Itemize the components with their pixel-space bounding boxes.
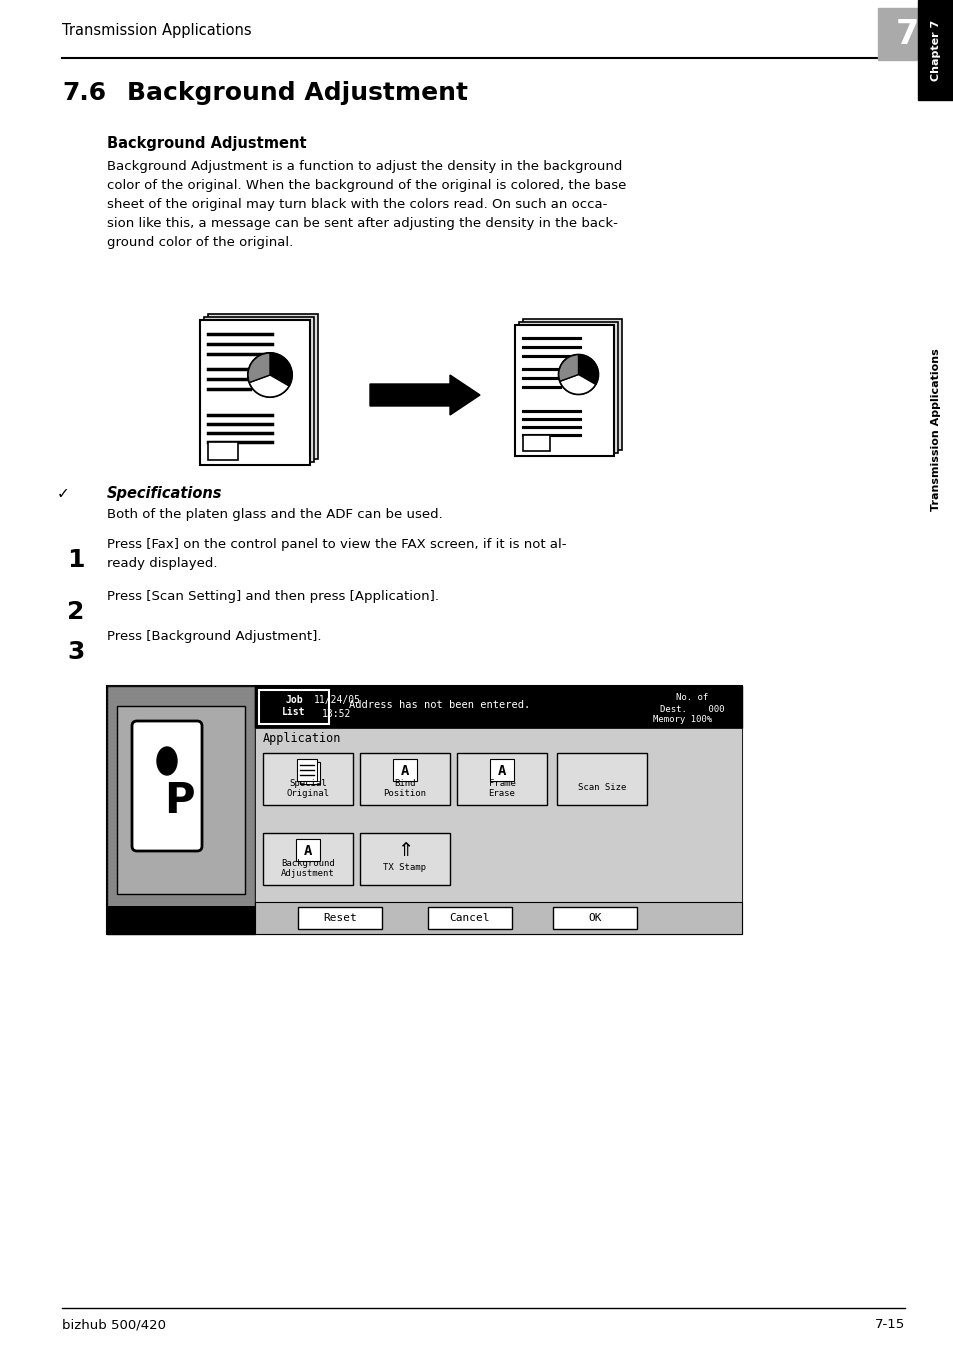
Text: ground color of the original.: ground color of the original. [107, 237, 293, 249]
Bar [490, 758, 514, 781]
Text: color of the original. When the background of the original is colored, the base: color of the original. When the backgrou… [107, 178, 626, 192]
Text: 1: 1 [67, 548, 85, 572]
Text: 3: 3 [67, 639, 84, 664]
Bar [263, 753, 353, 804]
Text: A: A [497, 764, 506, 777]
Text: Address has not been entered.: Address has not been entered. [349, 700, 530, 710]
Text: Background Adjustment is a function to adjust the density in the background: Background Adjustment is a function to a… [107, 160, 621, 173]
Wedge shape [249, 375, 289, 397]
Bar [208, 314, 317, 458]
Wedge shape [558, 354, 578, 381]
Text: ready displayed.: ready displayed. [107, 557, 217, 571]
Bar [254, 902, 741, 934]
Bar [553, 907, 637, 929]
Bar [393, 758, 416, 781]
Text: List: List [282, 707, 305, 717]
Bar [299, 763, 319, 784]
Bar [107, 906, 254, 934]
Text: ✓: ✓ [57, 485, 70, 502]
FancyBboxPatch shape [132, 721, 202, 850]
Text: A: A [400, 764, 409, 777]
Bar [254, 727, 741, 934]
Text: sheet of the original may turn black with the colors read. On such an occa-: sheet of the original may turn black wit… [107, 197, 607, 211]
Bar [456, 753, 546, 804]
Ellipse shape [157, 748, 177, 775]
Bar [523, 319, 622, 449]
Text: Position: Position [383, 790, 426, 799]
Text: Job: Job [285, 695, 302, 704]
Bar [557, 753, 646, 804]
Text: 11/24/05: 11/24/05 [314, 695, 360, 704]
Text: Scan Size: Scan Size [578, 783, 625, 791]
Circle shape [248, 353, 292, 397]
Text: OK: OK [588, 913, 601, 923]
Text: Erase: Erase [488, 790, 515, 799]
Bar [258, 690, 329, 725]
Text: A: A [303, 844, 312, 859]
Text: Bind: Bind [394, 779, 416, 787]
Circle shape [558, 354, 598, 395]
Text: 2: 2 [67, 600, 84, 625]
Bar [107, 685, 254, 934]
Text: TX Stamp: TX Stamp [383, 863, 426, 872]
Bar [107, 685, 741, 934]
Text: Chapter 7: Chapter 7 [930, 19, 940, 81]
Text: 7: 7 [895, 18, 918, 50]
Text: Special: Special [289, 779, 327, 787]
Text: Background: Background [281, 859, 335, 868]
Bar [117, 706, 245, 894]
Bar [877, 8, 935, 59]
Text: Application: Application [263, 731, 341, 745]
Text: Dest.    000: Dest. 000 [659, 704, 723, 714]
Bar [296, 758, 316, 781]
Bar [519, 322, 618, 453]
Text: Background Adjustment: Background Adjustment [127, 81, 468, 105]
Text: Transmission Applications: Transmission Applications [930, 349, 940, 511]
Text: P: P [164, 780, 194, 822]
Text: No. of: No. of [675, 692, 707, 702]
Bar [428, 907, 512, 929]
Bar [200, 320, 310, 465]
Wedge shape [578, 354, 598, 384]
Bar [515, 324, 614, 456]
Text: ⇑: ⇑ [396, 841, 413, 860]
Text: Specifications: Specifications [107, 485, 222, 502]
Wedge shape [248, 353, 270, 383]
Bar [208, 442, 237, 460]
FancyArrow shape [370, 375, 479, 415]
Bar [297, 907, 381, 929]
Text: Both of the platen glass and the ADF can be used.: Both of the platen glass and the ADF can… [107, 508, 442, 521]
Bar [359, 833, 450, 886]
Text: 7.6: 7.6 [62, 81, 106, 105]
Bar [359, 753, 450, 804]
Bar [522, 435, 549, 452]
Bar [254, 685, 741, 727]
Text: Press [Background Adjustment].: Press [Background Adjustment]. [107, 630, 321, 644]
Text: sion like this, a message can be sent after adjusting the density in the back-: sion like this, a message can be sent af… [107, 218, 618, 230]
Bar [295, 840, 319, 861]
Bar [917, 0, 953, 100]
Wedge shape [270, 353, 292, 387]
Text: Press [Fax] on the control panel to view the FAX screen, if it is not al-: Press [Fax] on the control panel to view… [107, 538, 566, 552]
Text: Background Adjustment: Background Adjustment [107, 137, 306, 151]
Text: Reset: Reset [323, 913, 356, 923]
Text: Original: Original [286, 790, 329, 799]
Wedge shape [559, 375, 595, 395]
Text: Adjustment: Adjustment [281, 869, 335, 879]
Text: 7-15: 7-15 [874, 1318, 904, 1330]
Bar [263, 833, 353, 886]
Text: Cancel: Cancel [449, 913, 490, 923]
Text: bizhub 500/420: bizhub 500/420 [62, 1318, 166, 1330]
Text: Memory 100%: Memory 100% [652, 715, 711, 725]
Text: Frame: Frame [488, 779, 515, 787]
Text: Transmission Applications: Transmission Applications [62, 23, 252, 38]
Text: 13:52: 13:52 [322, 708, 352, 719]
Text: Press [Scan Setting] and then press [Application].: Press [Scan Setting] and then press [App… [107, 589, 438, 603]
Bar [204, 316, 314, 462]
